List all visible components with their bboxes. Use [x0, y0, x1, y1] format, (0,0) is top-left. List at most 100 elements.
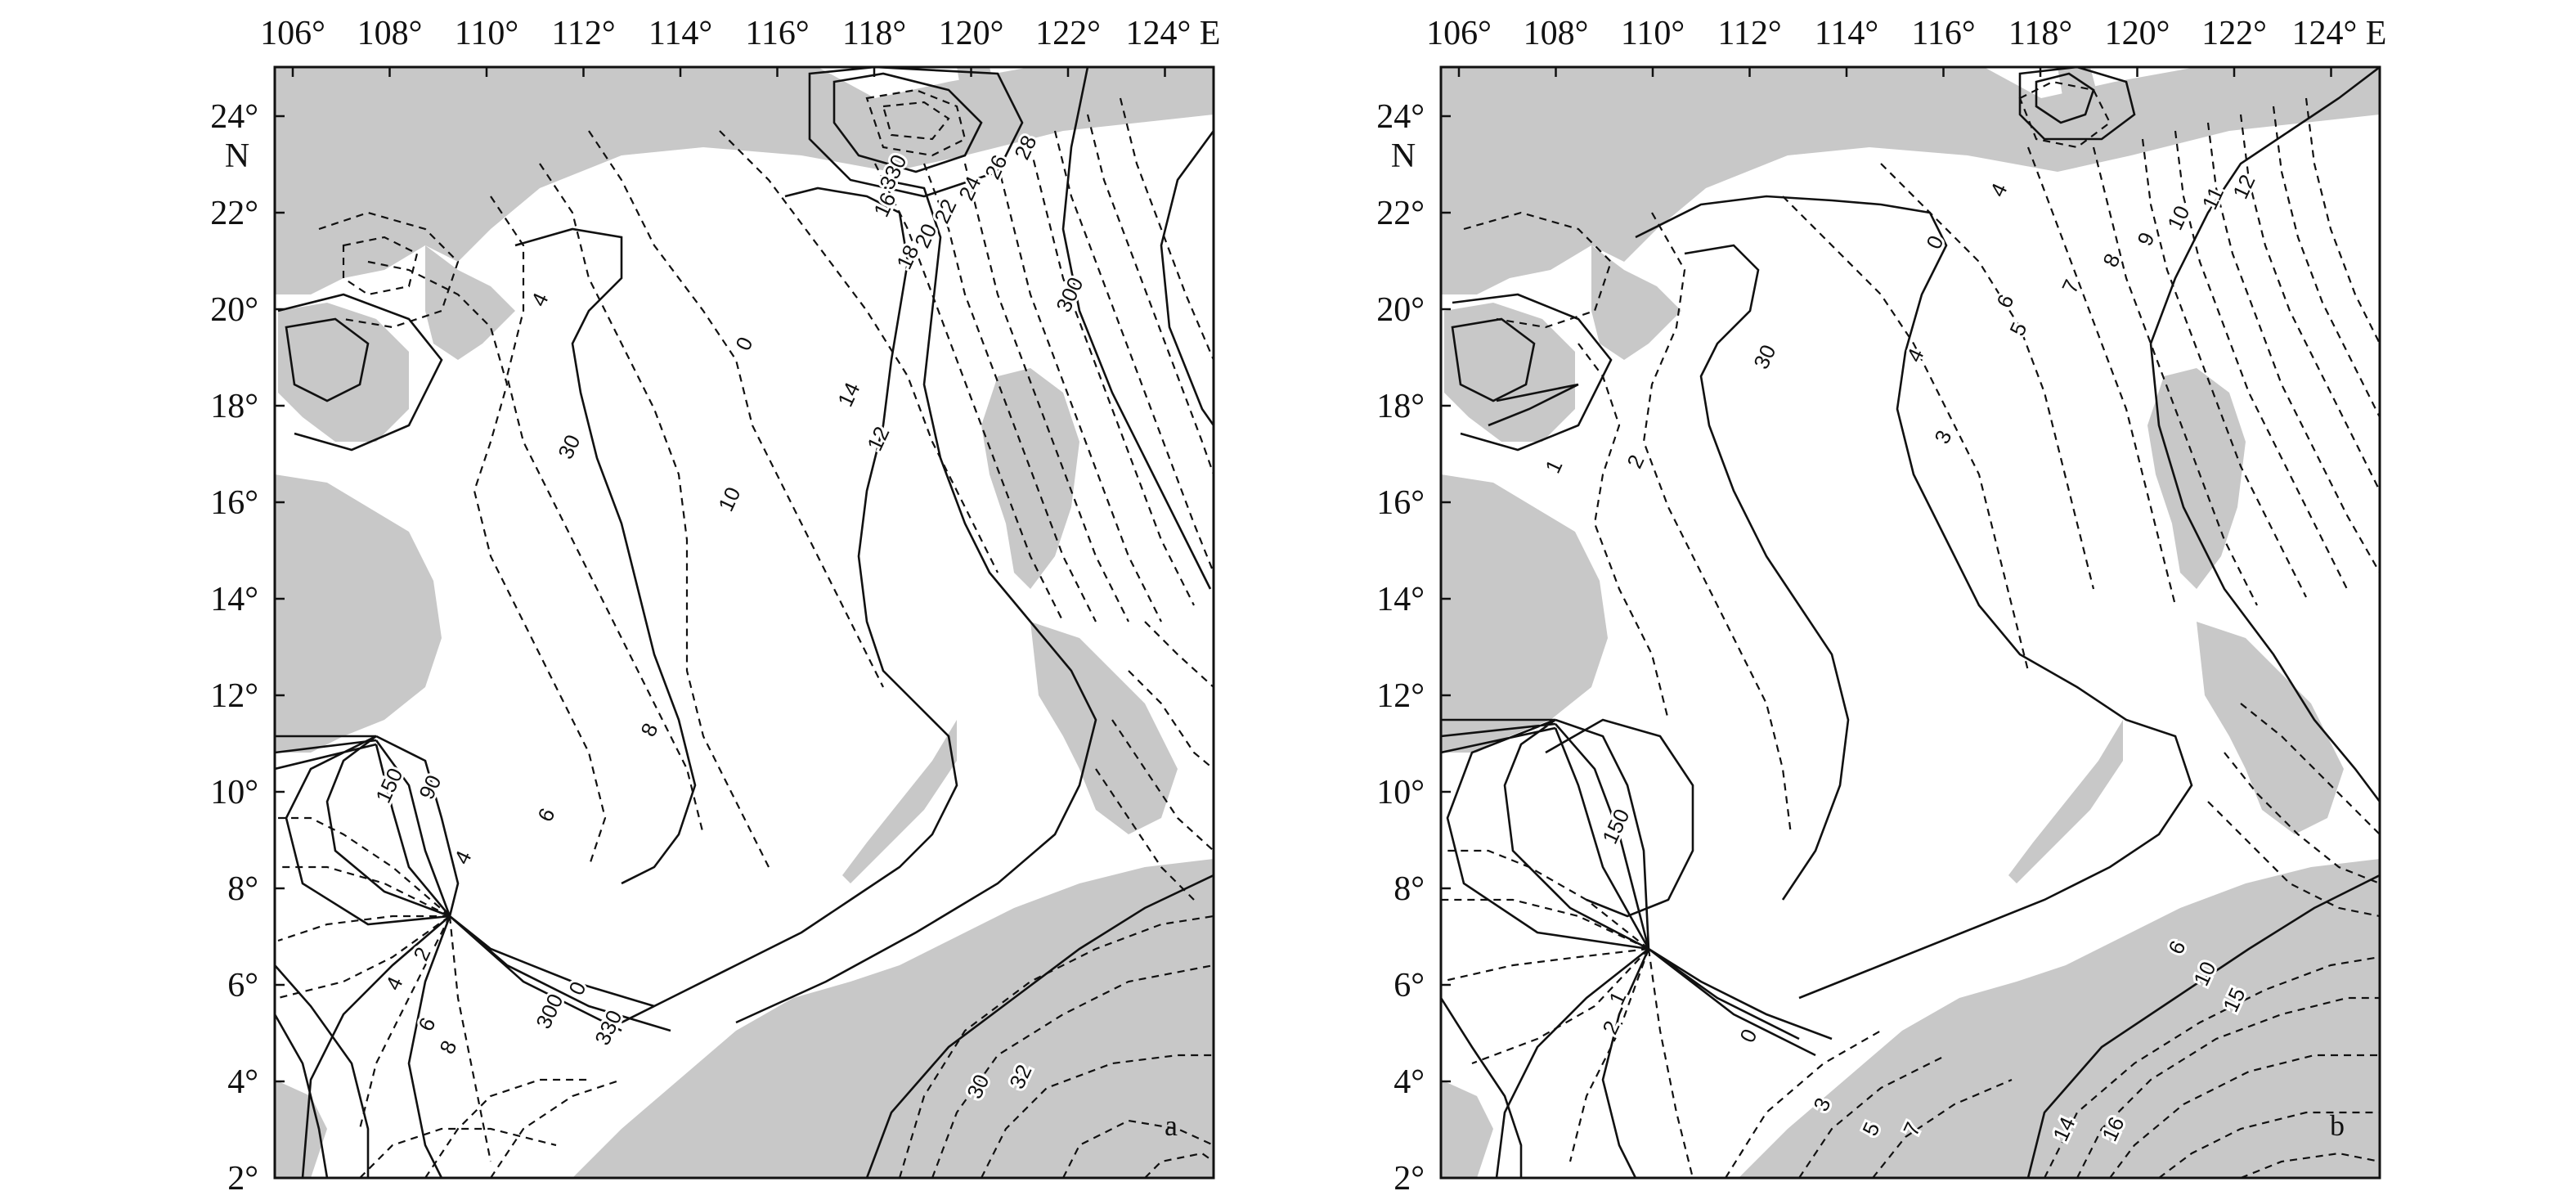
- longitude-tick-label: 106°: [260, 15, 325, 52]
- latitude-tick-label: 10°: [210, 774, 258, 811]
- contour-label: 90: [414, 771, 446, 803]
- amp-contour-11-b: [2272, 106, 2380, 418]
- longitude-tick-label: 124° E: [1126, 15, 1221, 52]
- contour-label: 150: [370, 764, 408, 807]
- land-palawan-a: [842, 720, 957, 883]
- contour-label: 300: [531, 990, 568, 1032]
- contour-label: 330: [590, 1006, 627, 1049]
- land-luzon-b: [2147, 368, 2246, 589]
- latitude-tick-label: 6°: [227, 967, 258, 1004]
- amp-contour-22-a: [1029, 146, 1195, 606]
- contour-label: 30: [1748, 341, 1780, 373]
- amplitude-contours-a: [277, 88, 1214, 1178]
- hemisphere-label-b: N: [1391, 137, 1416, 175]
- amp-gulf-b: [1463, 211, 1613, 329]
- longitude-tick-label: 122°: [2201, 15, 2267, 52]
- latitude-tick-label: 10°: [1376, 774, 1425, 811]
- amp-contour-26-a: [1086, 114, 1214, 475]
- longitude-tick-label: 112°: [551, 15, 615, 52]
- contour-label: 4: [526, 289, 553, 310]
- longitude-tick-label: 108°: [1524, 15, 1589, 52]
- latitude-tick-label: 2°: [227, 1160, 258, 1198]
- amp-amphidrome-a: [277, 816, 492, 1162]
- latitude-tick-label: 16°: [210, 484, 258, 522]
- amphidrome-rays-b: [1441, 718, 1833, 1178]
- longitude-labels-b: 106° 108° 110° 112° 114° 116° 118° 120° 122° 124°…: [1426, 15, 2386, 52]
- land-sumatra-b: [1441, 1080, 1493, 1178]
- phase-gulf-ring-b: [1452, 293, 1613, 452]
- amp-contour-4-b: [1880, 163, 2095, 590]
- land-borneo-b: [1739, 859, 2380, 1178]
- amp-contour-12-b: [2304, 97, 2380, 344]
- longitude-tick-label: 112°: [1717, 15, 1781, 52]
- amp-contour-24-a: [1053, 130, 1214, 573]
- contour-label: 14: [832, 379, 864, 411]
- contour-label: 8: [635, 719, 662, 740]
- amp-contour-2-b: [1642, 212, 1793, 835]
- phase-taiwan-ring-b: [2035, 72, 2095, 124]
- latitude-tick-label: 14°: [210, 581, 258, 618]
- phase-contour-300-a: [1061, 67, 1212, 590]
- amp-taiwan-a: [865, 88, 967, 157]
- latitude-tick-label: 4°: [227, 1063, 258, 1101]
- longitude-tick-label: 116°: [1911, 15, 1975, 52]
- latitude-tick-label: 22°: [1376, 195, 1425, 232]
- amp-gulf-a: [318, 211, 460, 329]
- contour-label: 8: [434, 1036, 461, 1058]
- phase-south-b: [2026, 874, 2380, 1178]
- contour-label: 9: [2132, 228, 2159, 249]
- phase-ring-110-b: [1545, 718, 1694, 918]
- longitude-tick-label: 120°: [2105, 15, 2170, 52]
- land-indochina-b: [1441, 474, 1608, 753]
- tick-marks-b: [1441, 67, 2332, 1180]
- amp-contour-8-a: [539, 163, 770, 868]
- land-philippines-a: [1030, 622, 1178, 834]
- amp-east-mid-b: [2207, 703, 2380, 918]
- contour-label: 5: [2004, 318, 2031, 339]
- longitude-tick-label: 116°: [745, 15, 809, 52]
- phase-hainan-ring-b: [1451, 317, 1536, 402]
- phase-taiwan-ring2-b: [2018, 67, 2136, 141]
- amphidrome-rays-a: [275, 735, 671, 1178]
- longitude-tick-label: 114°: [648, 15, 712, 52]
- contours-a: [275, 67, 1214, 1178]
- amp-contour-6-b: [2092, 146, 2258, 606]
- longitude-tick-label: 118°: [842, 15, 906, 52]
- latitude-tick-label: 24°: [210, 98, 258, 136]
- land-masses-a: [275, 67, 1214, 1178]
- amp-east-south-a: [898, 915, 1214, 1178]
- amp-contour-18-a: [963, 163, 1129, 622]
- longitude-tick-label: 110°: [1621, 15, 1685, 52]
- land-leizhou-b: [1591, 245, 1681, 360]
- amp-contour-9-b: [2206, 122, 2380, 573]
- amp-east-mid-a: [1095, 621, 1214, 901]
- longitude-tick-label: 114°: [1815, 15, 1878, 52]
- contour-label: 2: [408, 943, 435, 964]
- longitude-tick-label: 108°: [357, 15, 423, 52]
- phase-gulf-ring-a: [277, 293, 443, 452]
- phase-taiwan-ring2-a: [808, 67, 1024, 198]
- amp-contour-28-a: [1119, 97, 1214, 361]
- latitude-tick-label: 4°: [1393, 1063, 1425, 1101]
- latitude-tick-label: 18°: [1376, 388, 1425, 425]
- contours-b: [1441, 67, 2380, 1178]
- latitude-tick-label: 12°: [210, 677, 258, 715]
- contour-label: 6: [413, 1013, 440, 1035]
- amp-contour-6-a: [490, 196, 705, 835]
- land-philippines-b: [2197, 622, 2344, 834]
- latitude-tick-label: 20°: [210, 291, 258, 329]
- latitude-tick-label: 8°: [227, 870, 258, 908]
- contour-label: 30: [553, 431, 585, 463]
- latitude-tick-label: 20°: [1376, 291, 1425, 329]
- amp-south-a: [359, 1078, 622, 1178]
- land-china-a: [275, 67, 1214, 294]
- land-borneo-a: [572, 859, 1214, 1178]
- latitude-tick-label: 14°: [1376, 581, 1425, 618]
- latitude-tick-label: 6°: [1393, 967, 1425, 1004]
- latitude-labels-a: 2° 4° 6° 8° 10° 12° 14° 16° 18° 20° 22° 24°: [210, 98, 258, 1198]
- latitude-tick-label: 16°: [1376, 484, 1425, 522]
- map-panel-a: 106° 108° 110° 112° 114° 116° 118° 120° 122° 124°…: [210, 15, 1220, 1198]
- contour-label: 0: [1735, 1025, 1761, 1046]
- amplitude-contours-b: [1441, 80, 2380, 1178]
